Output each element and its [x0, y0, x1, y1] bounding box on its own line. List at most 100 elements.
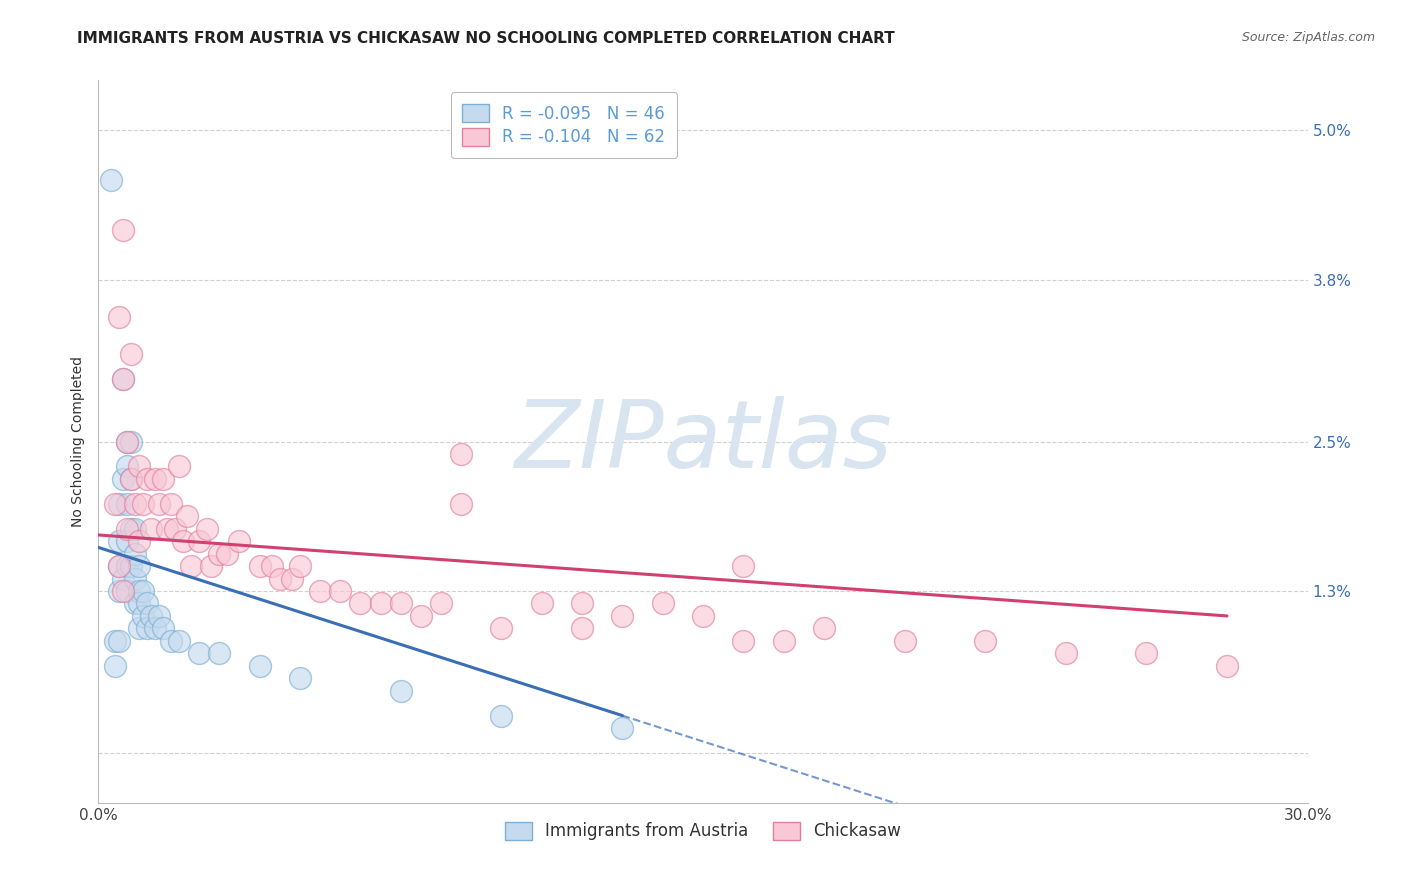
- Point: [571, 621, 593, 635]
- Point: [107, 497, 129, 511]
- Point: [128, 459, 150, 474]
- Point: [107, 559, 129, 574]
- Point: [124, 572, 146, 586]
- Point: [139, 609, 162, 624]
- Point: [167, 633, 190, 648]
- Point: [288, 671, 311, 685]
- Point: [135, 621, 157, 635]
- Point: [269, 572, 291, 586]
- Point: [163, 522, 186, 536]
- Point: [160, 633, 183, 648]
- Point: [100, 173, 122, 187]
- Point: [135, 472, 157, 486]
- Point: [430, 597, 453, 611]
- Point: [152, 621, 174, 635]
- Point: [128, 597, 150, 611]
- Text: Source: ZipAtlas.com: Source: ZipAtlas.com: [1241, 31, 1375, 45]
- Point: [180, 559, 202, 574]
- Point: [156, 522, 179, 536]
- Point: [120, 347, 142, 361]
- Point: [115, 522, 138, 536]
- Point: [249, 658, 271, 673]
- Point: [200, 559, 222, 574]
- Point: [120, 472, 142, 486]
- Point: [249, 559, 271, 574]
- Point: [281, 572, 304, 586]
- Point: [288, 559, 311, 574]
- Point: [132, 609, 155, 624]
- Point: [612, 609, 634, 624]
- Point: [107, 534, 129, 549]
- Point: [124, 497, 146, 511]
- Point: [450, 447, 472, 461]
- Point: [733, 559, 755, 574]
- Point: [450, 497, 472, 511]
- Point: [571, 597, 593, 611]
- Legend: Immigrants from Austria, Chickasaw: Immigrants from Austria, Chickasaw: [496, 814, 910, 848]
- Point: [120, 434, 142, 449]
- Point: [188, 534, 211, 549]
- Point: [103, 497, 125, 511]
- Point: [813, 621, 835, 635]
- Point: [111, 472, 134, 486]
- Point: [1054, 646, 1077, 660]
- Point: [111, 572, 134, 586]
- Point: [143, 621, 166, 635]
- Point: [692, 609, 714, 624]
- Point: [120, 472, 142, 486]
- Point: [152, 472, 174, 486]
- Point: [772, 633, 794, 648]
- Point: [167, 459, 190, 474]
- Text: IMMIGRANTS FROM AUSTRIA VS CHICKASAW NO SCHOOLING COMPLETED CORRELATION CHART: IMMIGRANTS FROM AUSTRIA VS CHICKASAW NO …: [77, 31, 896, 46]
- Point: [115, 584, 138, 599]
- Point: [115, 434, 138, 449]
- Point: [491, 708, 513, 723]
- Point: [195, 522, 218, 536]
- Point: [124, 547, 146, 561]
- Point: [120, 559, 142, 574]
- Point: [132, 497, 155, 511]
- Point: [143, 472, 166, 486]
- Point: [228, 534, 250, 549]
- Point: [491, 621, 513, 635]
- Point: [148, 497, 170, 511]
- Point: [1135, 646, 1157, 660]
- Point: [107, 584, 129, 599]
- Point: [389, 597, 412, 611]
- Point: [208, 646, 231, 660]
- Point: [111, 223, 134, 237]
- Point: [128, 621, 150, 635]
- Point: [309, 584, 332, 599]
- Point: [208, 547, 231, 561]
- Text: ZIPatlas: ZIPatlas: [515, 396, 891, 487]
- Point: [974, 633, 997, 648]
- Point: [111, 584, 134, 599]
- Point: [217, 547, 239, 561]
- Point: [128, 534, 150, 549]
- Point: [115, 534, 138, 549]
- Point: [733, 633, 755, 648]
- Point: [124, 597, 146, 611]
- Point: [409, 609, 432, 624]
- Point: [612, 721, 634, 735]
- Point: [132, 584, 155, 599]
- Point: [329, 584, 352, 599]
- Point: [111, 372, 134, 386]
- Point: [172, 534, 194, 549]
- Point: [115, 459, 138, 474]
- Point: [370, 597, 392, 611]
- Point: [103, 633, 125, 648]
- Point: [349, 597, 371, 611]
- Point: [160, 497, 183, 511]
- Point: [128, 559, 150, 574]
- Point: [128, 584, 150, 599]
- Point: [115, 559, 138, 574]
- Point: [124, 522, 146, 536]
- Point: [188, 646, 211, 660]
- Y-axis label: No Schooling Completed: No Schooling Completed: [72, 356, 86, 527]
- Point: [107, 310, 129, 324]
- Point: [148, 609, 170, 624]
- Point: [120, 522, 142, 536]
- Point: [893, 633, 915, 648]
- Point: [260, 559, 283, 574]
